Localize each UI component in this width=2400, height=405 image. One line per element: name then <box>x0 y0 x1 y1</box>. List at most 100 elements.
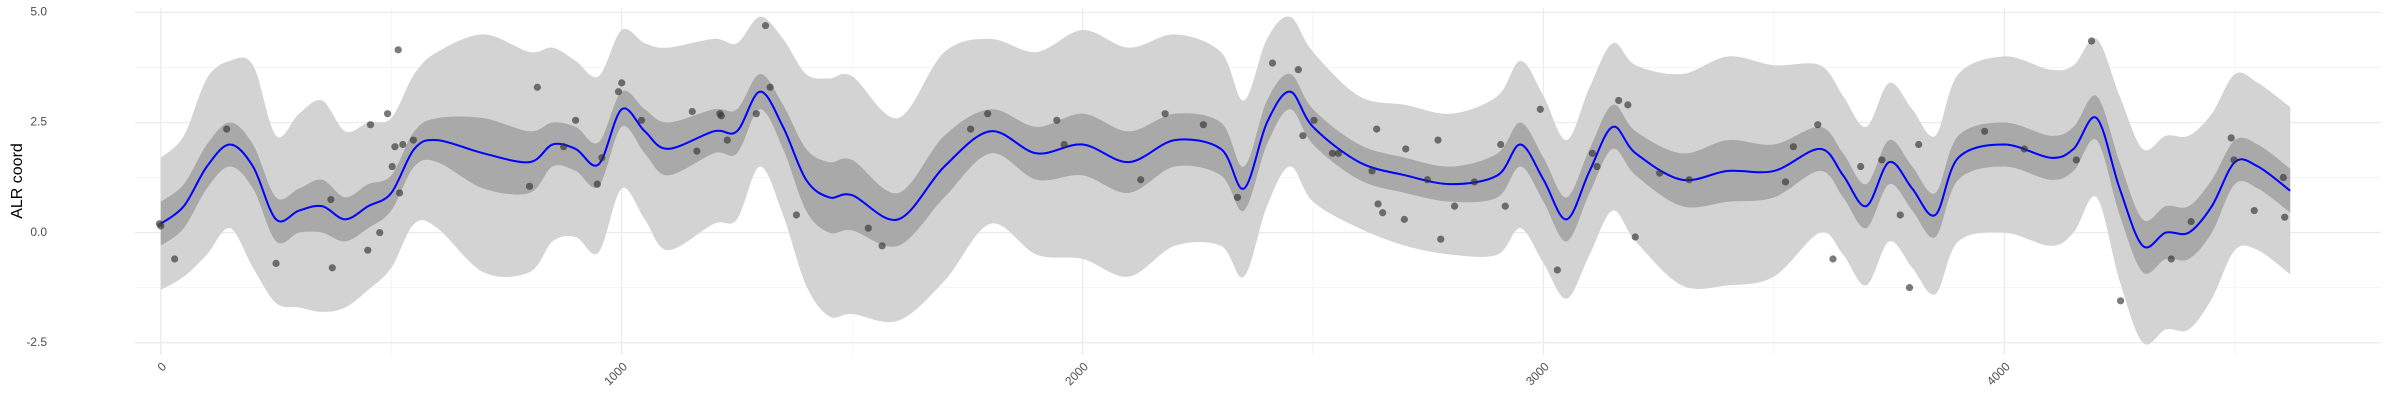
data-point <box>2187 217 2195 226</box>
data-point <box>2279 173 2287 182</box>
data-point <box>376 228 384 237</box>
data-point <box>364 246 372 254</box>
data-point <box>2116 297 2125 305</box>
ribbon <box>160 73 2291 274</box>
x-tick-label: 1000 <box>601 359 630 388</box>
data-point <box>1915 140 1923 149</box>
data-point <box>1060 140 1068 149</box>
data-point <box>1878 156 1886 164</box>
data-point <box>766 83 774 91</box>
data-point <box>1656 169 1664 177</box>
data-point <box>693 147 701 155</box>
data-point <box>1434 136 1442 144</box>
data-point <box>1268 59 1277 67</box>
data-point <box>598 154 606 162</box>
data-point <box>2250 206 2258 215</box>
data-point <box>1631 233 1639 241</box>
data-point <box>572 116 580 124</box>
data-point <box>1981 127 1989 135</box>
data-point <box>391 143 399 151</box>
data-point <box>1501 202 1509 210</box>
data-point <box>878 242 886 250</box>
data-point <box>1553 266 1561 274</box>
data-point <box>2087 37 2096 45</box>
data-point <box>1789 143 1797 151</box>
data-point <box>1294 66 1302 74</box>
data-point <box>1373 125 1381 133</box>
data-point <box>1593 162 1601 171</box>
data-point <box>1905 284 1914 292</box>
data-point <box>223 125 231 133</box>
data-point <box>327 195 335 204</box>
data-point <box>1368 167 1376 175</box>
data-point <box>761 22 770 30</box>
data-point <box>1299 132 1307 140</box>
data-point <box>1161 110 1169 118</box>
data-point <box>618 79 626 87</box>
data-point <box>388 162 396 171</box>
data-point <box>1374 200 1382 208</box>
data-point <box>1896 211 1904 219</box>
y-tick-label: 0.0 <box>30 225 47 239</box>
data-point <box>399 140 407 149</box>
data-point <box>688 107 696 116</box>
data-point <box>409 136 417 144</box>
points <box>155 22 2289 305</box>
data-point <box>1857 162 1865 171</box>
data-point <box>1624 101 1632 109</box>
data-point <box>2227 134 2235 142</box>
data-point <box>752 110 760 118</box>
data-point <box>171 255 179 263</box>
data-point <box>1497 140 1505 149</box>
ribbons <box>160 16 2291 345</box>
data-point <box>967 125 975 133</box>
data-point <box>1137 176 1145 184</box>
data-point <box>1328 149 1337 157</box>
data-point <box>723 136 731 144</box>
data-point <box>1450 202 1459 210</box>
data-point <box>984 110 992 118</box>
data-point <box>637 116 646 124</box>
y-tick-label: 5.0 <box>30 5 47 19</box>
data-point <box>1400 215 1408 223</box>
x-tick-label: 4000 <box>1984 359 2013 388</box>
data-point <box>2281 213 2289 221</box>
y-tick-label: 2.5 <box>30 115 47 129</box>
data-point <box>2020 145 2028 153</box>
data-point <box>1379 209 1387 217</box>
x-tick-label: 0 <box>155 359 170 374</box>
data-point <box>1334 149 1343 157</box>
data-point <box>1423 176 1431 184</box>
data-point <box>593 180 601 188</box>
data-point <box>1402 145 1410 153</box>
data-point <box>1199 121 1207 129</box>
data-point <box>1233 193 1242 201</box>
data-point <box>1310 116 1318 124</box>
x-tick-label: 3000 <box>1523 359 1552 388</box>
data-point <box>864 224 872 232</box>
data-point <box>1470 178 1478 186</box>
data-point <box>395 189 404 197</box>
data-point <box>717 112 725 120</box>
data-point <box>1781 178 1790 186</box>
data-point <box>2072 156 2080 164</box>
data-point <box>394 46 402 54</box>
data-point <box>792 211 801 219</box>
data-point <box>2167 255 2175 263</box>
data-point <box>533 83 541 91</box>
ribbon <box>160 16 2291 345</box>
data-point <box>2230 156 2238 164</box>
data-point <box>525 182 534 190</box>
y-axis-title: ALR coord <box>9 143 26 219</box>
data-point <box>1829 255 1837 263</box>
data-point <box>1615 96 1623 105</box>
data-point <box>1437 235 1445 243</box>
data-point <box>383 110 392 118</box>
data-point <box>272 259 280 268</box>
data-point <box>1685 176 1693 184</box>
data-point <box>614 88 623 96</box>
data-point <box>1053 116 1061 124</box>
data-point <box>1814 121 1822 129</box>
